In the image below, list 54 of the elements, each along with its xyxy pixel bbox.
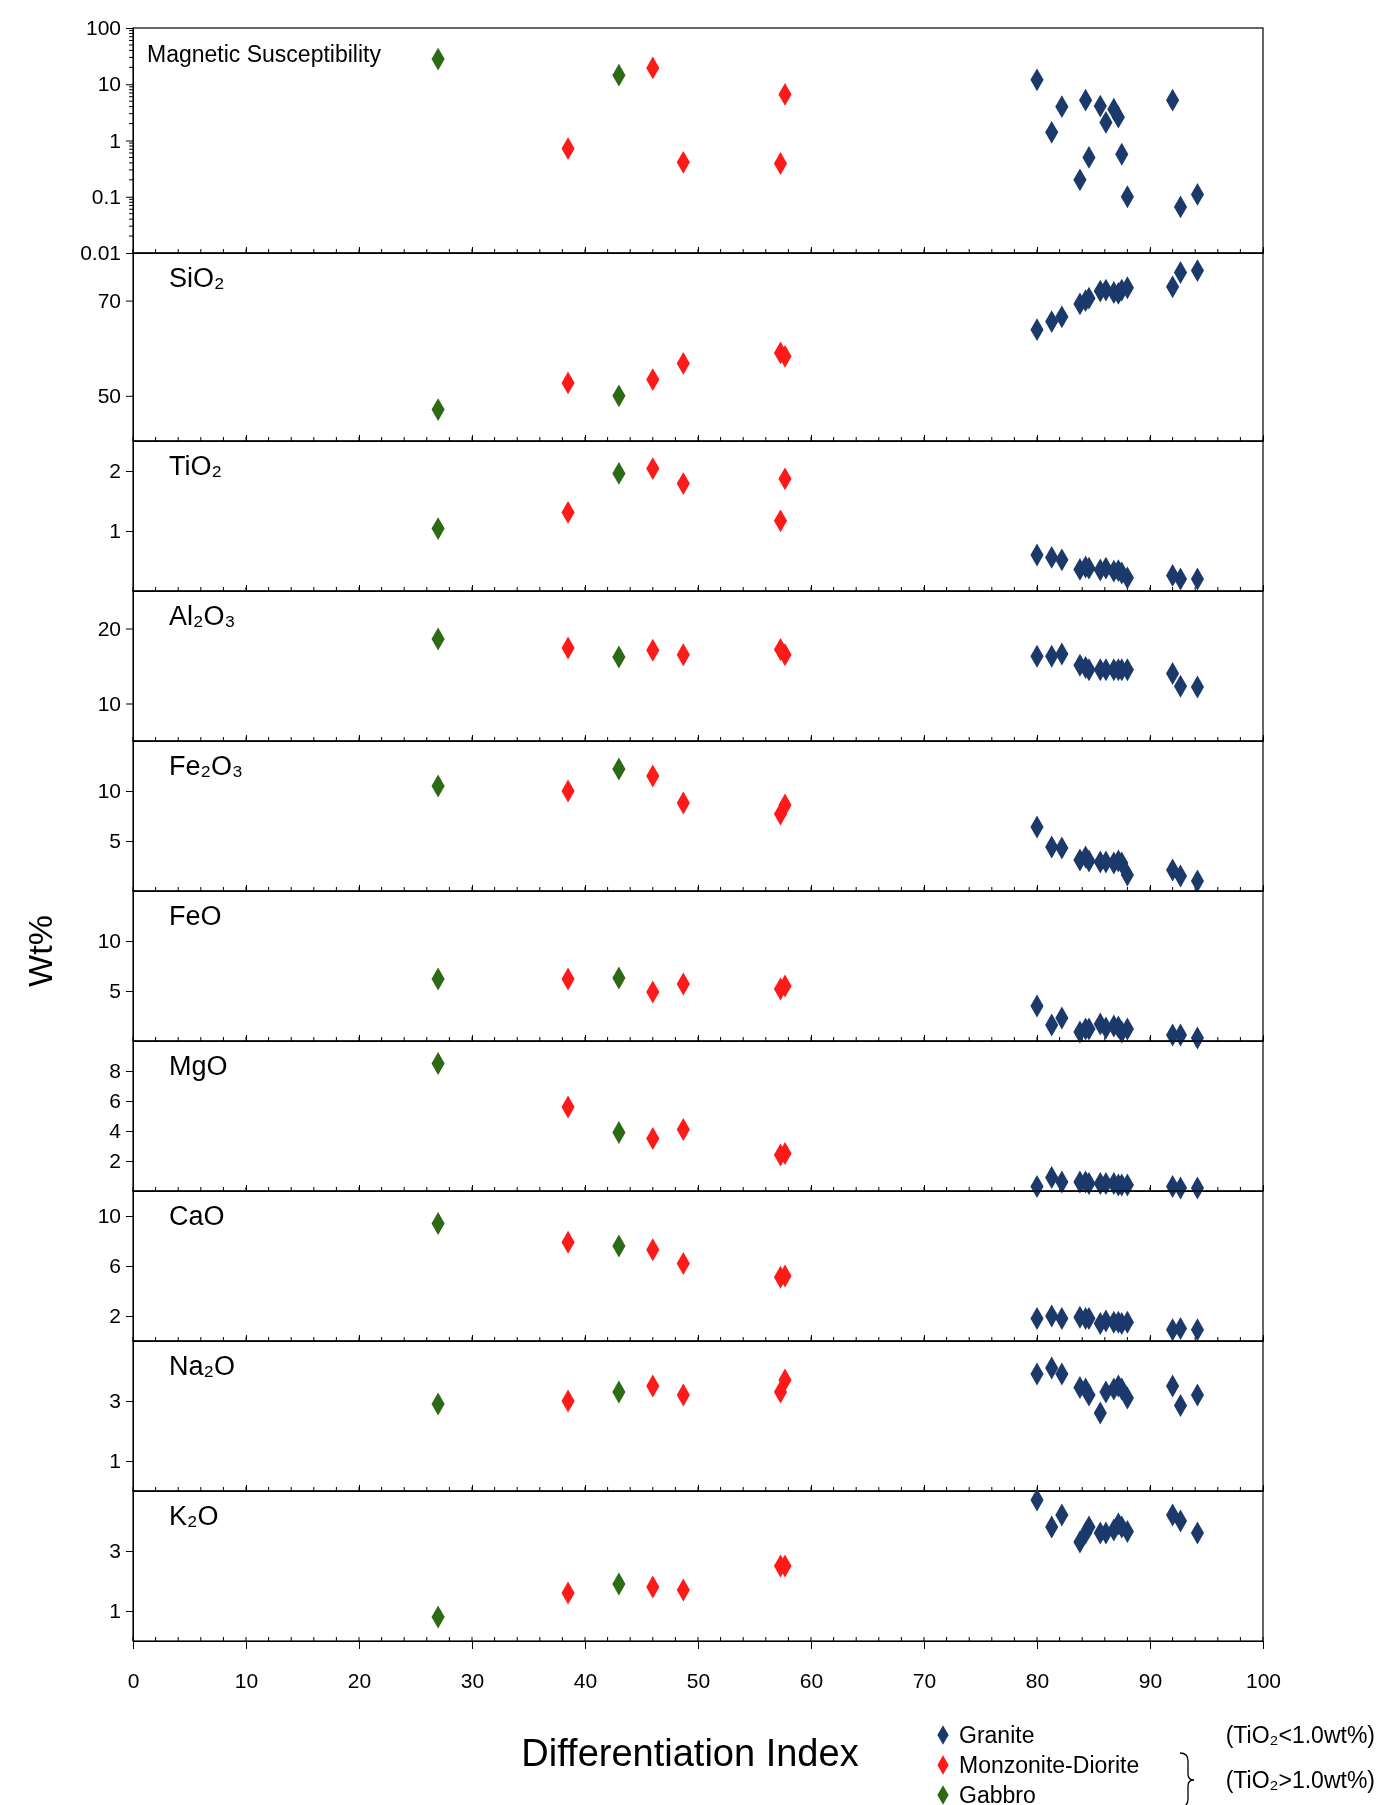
x-tick-label: 100	[1245, 1669, 1282, 1693]
y-tick-label: 0.1	[91, 184, 121, 208]
y-tick-label: 6	[109, 1254, 121, 1278]
y-tick-label: 4	[109, 1119, 122, 1143]
chart-title: Al₂O₃	[169, 601, 236, 631]
x-tick-label: 0	[127, 1669, 140, 1693]
text: Magnetic Susceptibility	[147, 41, 382, 67]
y-tick-label: 2	[109, 1149, 121, 1173]
y-tick-label: 10	[97, 929, 121, 953]
text: (TiO₂>1.0wt%)	[1225, 1767, 1375, 1793]
text: (TiO₂<1.0wt%)	[1225, 1722, 1375, 1748]
y-tick-label: 3	[109, 1389, 121, 1413]
x-tick-label: 60	[799, 1669, 824, 1693]
chart-title: MgO	[169, 1051, 228, 1081]
y-tick-label: 3	[109, 1539, 121, 1563]
x-tick-label: 50	[686, 1669, 711, 1693]
y-tick-label: 0.01	[80, 241, 121, 265]
x-tick-label: 30	[460, 1669, 485, 1693]
y-tick-label: 5	[109, 829, 121, 853]
legend-label: Granite	[959, 1722, 1035, 1748]
y-tick-label: 50	[97, 384, 121, 407]
x-tick-label: 20	[347, 1669, 372, 1693]
y-tick-label: 2	[109, 1304, 121, 1328]
y-tick-label: 100	[85, 16, 121, 40]
y-tick-label: 1	[109, 519, 121, 543]
x-tick-label: 90	[1138, 1669, 1163, 1693]
chart-title: TiO₂	[169, 451, 222, 481]
chart-title: Na₂O	[169, 1351, 235, 1381]
y-tick-label: 10	[97, 72, 121, 96]
chart-title: FeO	[169, 901, 222, 931]
legend-label: Monzonite-Diorite	[959, 1752, 1140, 1778]
x-axis-title: Differentiation Index	[521, 1732, 859, 1774]
x-tick-label: 70	[912, 1669, 937, 1693]
y-tick-label: 10	[97, 691, 121, 715]
y-tick-label: 70	[97, 288, 121, 312]
chart-title: K₂O	[169, 1501, 219, 1531]
legend-label: Gabbro	[959, 1782, 1036, 1805]
chart-title: CaO	[169, 1201, 225, 1231]
y-tick-label: 1	[109, 1599, 121, 1623]
y-tick-label: 20	[97, 616, 121, 640]
y-tick-label: 1	[109, 1449, 121, 1473]
chart-title: SiO₂	[169, 263, 225, 293]
y-tick-label: 2	[109, 459, 121, 483]
y-tick-label: 10	[97, 1204, 121, 1228]
y-axis-title: Wt%	[21, 915, 59, 987]
y-tick-label: 8	[109, 1059, 121, 1083]
y-tick-label: 10	[97, 779, 121, 803]
x-tick-label: 10	[234, 1669, 259, 1693]
chart-title: Fe₂O₃	[169, 751, 243, 781]
y-tick-label: 5	[109, 979, 121, 1003]
x-tick-label: 80	[1025, 1669, 1050, 1693]
y-tick-label: 1	[109, 128, 121, 152]
y-tick-label: 6	[109, 1089, 121, 1113]
x-tick-label: 40	[573, 1669, 598, 1693]
